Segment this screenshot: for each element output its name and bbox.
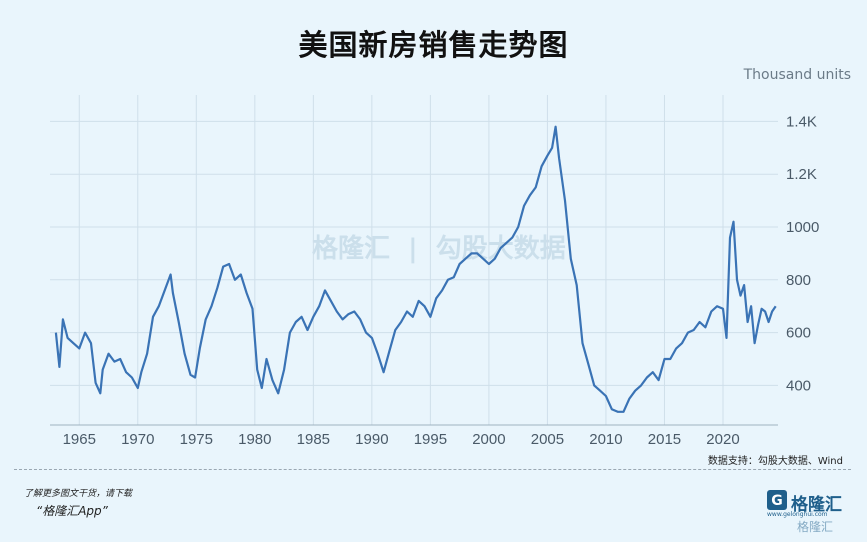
- x-tick-label: 1985: [297, 431, 330, 448]
- watermark-brand: 格隆汇: [312, 234, 391, 264]
- x-tick-label: 2020: [706, 431, 739, 448]
- y-tick-label: 1.4K: [786, 113, 817, 130]
- x-tick-label: 2005: [531, 431, 564, 448]
- brand-logo-icon: G: [767, 490, 787, 510]
- x-tick-label: 1975: [180, 431, 213, 448]
- y-tick-label: 800: [786, 272, 811, 289]
- x-tick-label: 1980: [238, 431, 271, 448]
- x-tick-label: 1970: [121, 431, 154, 448]
- y-tick-label: 1.2K: [786, 166, 817, 183]
- promo-app-name: “格隆汇App”: [36, 504, 108, 518]
- source-note: 数据支持：勾股大数据、Wind: [707, 456, 843, 467]
- series-line: [54, 125, 777, 413]
- y-tick-label: 400: [786, 377, 811, 394]
- x-tick-label: 2015: [648, 431, 681, 448]
- brand-url: www.gelonghui.com: [767, 511, 828, 518]
- x-tick-label: 2010: [589, 431, 622, 448]
- x-tick-label: 1990: [355, 431, 388, 448]
- brand-name: 格隆汇: [791, 495, 842, 515]
- svg-text:G: G: [771, 493, 783, 509]
- x-tick-label: 1995: [414, 431, 447, 448]
- watermark: 格隆汇 | 勾股大数据: [312, 234, 566, 264]
- footer-divider: [14, 469, 851, 470]
- unit-label: Thousand units: [743, 67, 851, 83]
- y-tick-label: 1000: [786, 219, 819, 236]
- promo-text: 了解更多图文干货，请下载: [24, 489, 133, 499]
- y-tick-label: 600: [786, 325, 811, 342]
- brand-watermark: 格隆汇: [797, 520, 834, 534]
- brand-logo: G 格隆汇 www.gelonghui.com 格隆汇: [767, 487, 857, 534]
- chart-title: 美国新房销售走势图: [298, 28, 569, 62]
- x-tick-label: 1965: [63, 431, 96, 448]
- x-tick-label: 2000: [472, 431, 505, 448]
